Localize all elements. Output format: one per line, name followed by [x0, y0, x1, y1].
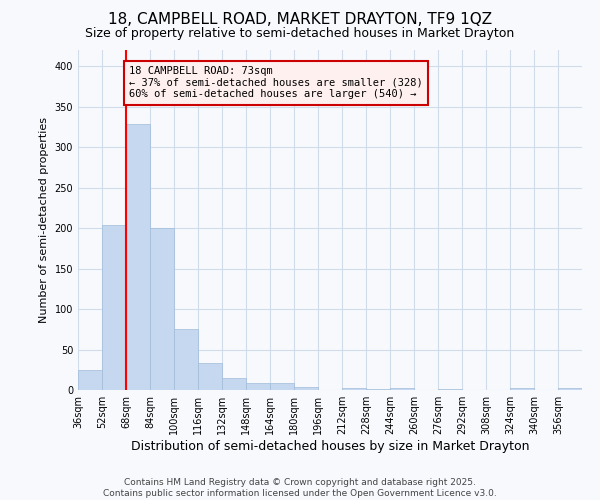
Bar — [390, 388, 414, 390]
Bar — [222, 378, 246, 390]
Text: 18, CAMPBELL ROAD, MARKET DRAYTON, TF9 1QZ: 18, CAMPBELL ROAD, MARKET DRAYTON, TF9 1… — [108, 12, 492, 28]
Text: 18 CAMPBELL ROAD: 73sqm
← 37% of semi-detached houses are smaller (328)
60% of s: 18 CAMPBELL ROAD: 73sqm ← 37% of semi-de… — [129, 66, 423, 100]
Bar — [438, 389, 462, 390]
Bar — [366, 389, 390, 390]
Bar — [78, 370, 102, 390]
Bar — [174, 330, 198, 390]
Bar — [342, 388, 366, 390]
Y-axis label: Number of semi-detached properties: Number of semi-detached properties — [39, 117, 49, 323]
Bar — [198, 364, 222, 390]
Text: Size of property relative to semi-detached houses in Market Drayton: Size of property relative to semi-detach… — [85, 28, 515, 40]
Text: Contains HM Land Registry data © Crown copyright and database right 2025.
Contai: Contains HM Land Registry data © Crown c… — [103, 478, 497, 498]
Bar — [558, 388, 582, 390]
X-axis label: Distribution of semi-detached houses by size in Market Drayton: Distribution of semi-detached houses by … — [131, 440, 529, 453]
Bar — [102, 225, 126, 390]
Bar — [270, 382, 294, 390]
Bar — [126, 124, 150, 390]
Bar — [510, 388, 534, 390]
Bar — [150, 228, 174, 390]
Bar — [294, 387, 318, 390]
Bar — [246, 382, 270, 390]
